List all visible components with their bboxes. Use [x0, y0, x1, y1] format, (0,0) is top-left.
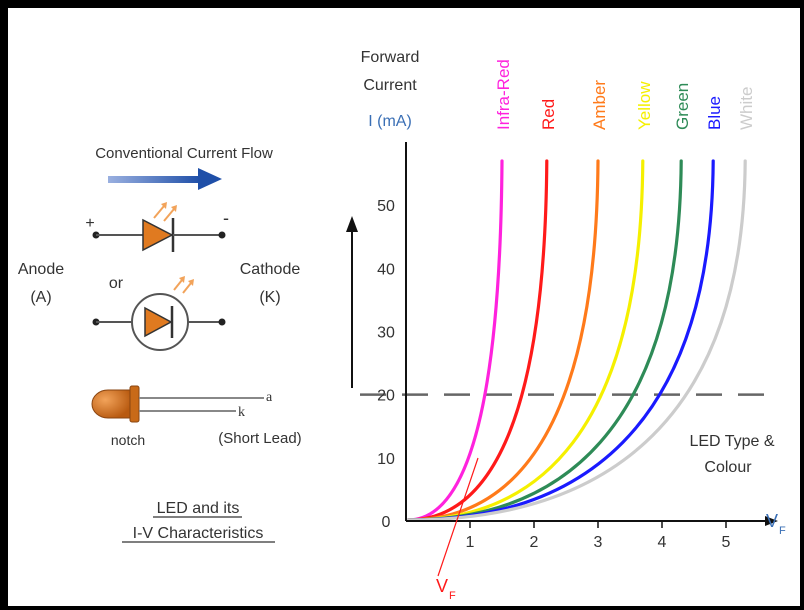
- y-axis-title-line1: Forward: [361, 49, 420, 66]
- current-flow-label: Conventional Current Flow: [95, 145, 273, 162]
- diagram-title-line2: I-V Characteristics: [133, 525, 264, 542]
- notch-label: notch: [111, 432, 145, 448]
- current-flow-arrow: [108, 168, 222, 190]
- y-axis-unit: I (mA): [368, 113, 412, 130]
- led-type-labels: Infra-Red Red Amber Yellow Green Blue White: [494, 59, 756, 130]
- anode-symbol-label: (A): [30, 289, 51, 306]
- y-tick-label: 40: [377, 261, 395, 278]
- light-emission-arrows-icon: [153, 202, 177, 222]
- diagram-title-line1: LED and its: [157, 500, 240, 517]
- series-label-white: White: [737, 87, 756, 130]
- led-curves: [406, 159, 747, 522]
- legend-title-line1: LED Type &: [689, 433, 774, 450]
- vf-pointer: V F: [436, 457, 479, 602]
- physical-led-drawing: [91, 385, 264, 423]
- diode-symbol: [92, 202, 226, 252]
- vf-label: V: [436, 576, 448, 596]
- y-tick-label: 0: [382, 514, 391, 531]
- legend-title-line2: Colour: [704, 459, 752, 476]
- y-axis-title-line2: Current: [363, 77, 417, 94]
- series-label-yellow: Yellow: [635, 81, 654, 130]
- anode-label: Anode: [18, 261, 64, 278]
- y-tick-label: 20: [377, 388, 395, 405]
- curve-blue: [406, 159, 715, 522]
- series-label-red: Red: [539, 99, 558, 130]
- series-label-amber: Amber: [590, 80, 609, 130]
- y-tick-label: 30: [377, 325, 395, 342]
- cathode-symbol-label: (K): [259, 289, 280, 306]
- x-tick-label: 3: [594, 534, 603, 551]
- short-lead-label: (Short Lead): [218, 430, 301, 447]
- light-emission-arrows-icon: [173, 276, 194, 294]
- y-tick-label: 10: [377, 451, 395, 468]
- plus-sign: +: [85, 215, 94, 232]
- x-tick-label: 5: [722, 534, 731, 551]
- diagram-canvas: Conventional Current Flow + - Anode (A) …: [18, 49, 786, 602]
- x-tick-label: 4: [658, 534, 667, 551]
- curve-white: [406, 159, 747, 522]
- lead-k-label: k: [238, 405, 245, 420]
- x-axis-label: V: [766, 511, 778, 531]
- y-axis-arrow: [346, 216, 358, 388]
- cathode-label: Cathode: [240, 261, 301, 278]
- x-axis-ticks: 1 2 3 4 5: [466, 521, 731, 551]
- y-axis-ticks: 0 10 20 30 40 50: [377, 198, 395, 531]
- series-label-blue: Blue: [705, 96, 724, 130]
- lead-a-label: a: [266, 390, 273, 405]
- chart-axes: [405, 142, 778, 526]
- x-tick-label: 2: [530, 534, 539, 551]
- led-iv-diagram: Conventional Current Flow + - Anode (A) …: [8, 8, 800, 606]
- vf-label-subscript: F: [449, 590, 456, 602]
- y-tick-label: 50: [377, 198, 395, 215]
- curve-yellow: [406, 159, 645, 522]
- x-axis-label-subscript: F: [779, 525, 786, 537]
- series-label-green: Green: [673, 83, 692, 130]
- x-tick-label: 1: [466, 534, 475, 551]
- series-label-infra-red: Infra-Red: [494, 59, 513, 130]
- or-label: or: [109, 275, 124, 292]
- x-axis-vf-label: V F: [766, 511, 786, 537]
- curve-amber: [406, 159, 600, 522]
- curve-infra-red: [406, 159, 504, 522]
- curve-red: [406, 159, 549, 522]
- circled-diode-symbol: [92, 276, 226, 351]
- minus-sign: -: [223, 208, 229, 228]
